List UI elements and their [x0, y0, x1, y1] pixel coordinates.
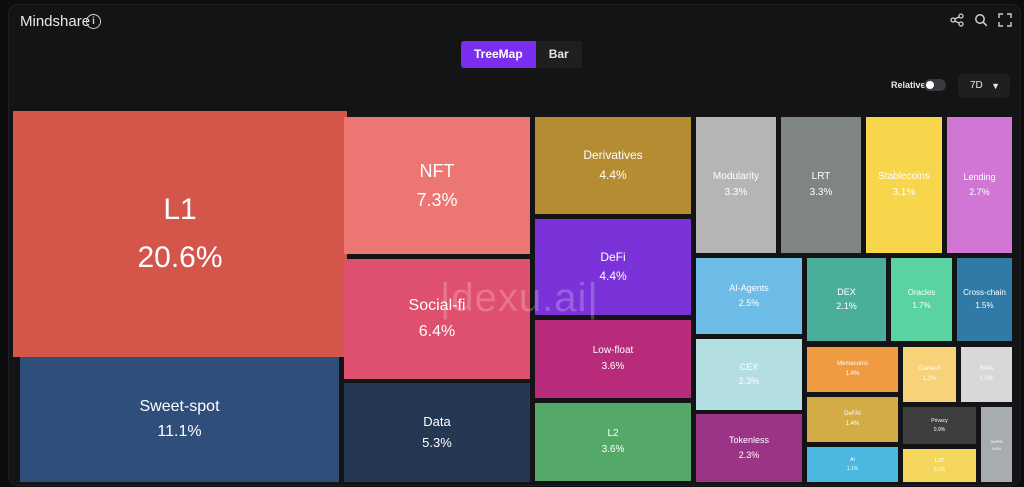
tile-percent: 2.3% — [738, 376, 760, 387]
treemap-tile-ai[interactable]: AI 1.1% — [807, 447, 898, 482]
bar-tab[interactable]: Bar — [535, 41, 582, 68]
time-range-value: 7D — [970, 80, 983, 91]
tile-percent: 1.4% — [845, 370, 860, 377]
tile-name: Lending — [963, 172, 996, 183]
page-title: Mindshare — [20, 13, 91, 30]
treemap-tile-cex[interactable]: CEX 2.3% — [696, 339, 802, 410]
tile-percent: 11.1% — [157, 423, 202, 441]
toolbar-icons — [950, 13, 1012, 27]
tile-name: AI — [850, 457, 855, 464]
tile-percent: 3.3% — [724, 186, 748, 198]
tile-percent: 2.1% — [836, 301, 857, 312]
share-icon[interactable] — [950, 13, 964, 27]
tile-name: DEX — [837, 286, 856, 297]
treemap-tile-oracles[interactable]: Oracles 1.7% — [891, 258, 952, 341]
treemap-tab[interactable]: TreeMap — [461, 41, 536, 68]
tile-name: Modularity — [712, 170, 760, 182]
treemap-tile-l2[interactable]: L2 3.6% — [535, 403, 691, 481]
relative-toggle[interactable] — [924, 79, 946, 91]
search-icon[interactable] — [974, 13, 988, 27]
tile-name: LRT — [811, 170, 831, 182]
tile-percent: 6.4% — [418, 322, 456, 340]
tile-name: Sweet-spot — [139, 397, 220, 415]
tile-name: Privacy — [931, 418, 948, 425]
treemap-tile-memecoins[interactable]: Memecoins 1.4% — [807, 347, 898, 392]
treemap-tile-defai[interactable]: DeFAI 1.4% — [807, 397, 898, 442]
tile-name: Oracles — [907, 288, 936, 298]
tile-percent: 3.6% — [601, 360, 625, 372]
tile-percent: 3.6% — [601, 443, 625, 455]
tile-name: DePIN — [990, 438, 1003, 444]
treemap-tile-sweet-spot[interactable]: Sweet-spot 11.1% — [20, 357, 339, 482]
info-icon[interactable]: i — [86, 14, 101, 29]
tile-percent: 1.5% — [975, 300, 994, 310]
tile-name: Stablecoins — [878, 170, 930, 182]
chevron-down-icon: ▼ — [991, 81, 1000, 91]
treemap-tile-l1[interactable]: L1 20.6% — [13, 111, 347, 357]
treemap-tile-cross-chain[interactable]: Cross-chain 1.5% — [957, 258, 1012, 341]
tile-percent: 7.3% — [416, 189, 458, 210]
treemap-tile-nft[interactable]: NFT 7.3% — [344, 117, 530, 254]
tile-name: CEX — [739, 361, 759, 372]
tile-name: Memecoins — [837, 360, 868, 367]
relative-label: Relative — [891, 80, 926, 90]
treemap-tile-lrt[interactable]: LRT 3.3% — [781, 117, 861, 253]
tile-name: LST — [934, 458, 945, 465]
treemap-tile-modularity[interactable]: Modularity 3.3% — [696, 117, 776, 253]
tile-percent: 5.3% — [422, 434, 452, 450]
treemap-tile-ai-agents[interactable]: AI-Agents 2.5% — [696, 258, 802, 334]
treemap-tile-stablecoins[interactable]: Stablecoins 3.1% — [866, 117, 942, 253]
treemap-tile-low-float[interactable]: Low-float 3.6% — [535, 320, 691, 398]
tile-percent: 3.1% — [892, 186, 916, 198]
tile-name: Low-float — [592, 344, 634, 356]
tile-percent: 4.4% — [599, 167, 627, 182]
tile-percent: 0.7% — [933, 466, 946, 473]
treemap-tile-defi[interactable]: DeFi 4.4% — [535, 219, 691, 315]
treemap-tile-lending[interactable]: Lending 2.7% — [947, 117, 1012, 253]
treemap-tile-rwa[interactable]: RWA 1.0% — [961, 347, 1012, 402]
tile-name: L2 — [607, 427, 619, 439]
treemap-tile-derivatives[interactable]: Derivatives 4.4% — [535, 117, 691, 214]
tile-percent: 2.5% — [738, 297, 760, 308]
treemap-tile-data[interactable]: Data 5.3% — [344, 383, 530, 482]
tile-name: DeFi — [600, 249, 626, 264]
tile-percent: 2.3% — [738, 449, 760, 460]
tile-percent: 3.3% — [809, 186, 833, 198]
fullscreen-icon[interactable] — [998, 13, 1012, 27]
treemap-tile-privacy[interactable]: Privacy 0.9% — [903, 407, 976, 444]
tile-percent: 1.7% — [912, 300, 931, 310]
tile-percent: 1.1% — [846, 465, 859, 472]
tile-name: DeFAI — [844, 410, 861, 417]
tile-percent: 0.6% — [991, 445, 1002, 451]
tile-percent: 1.4% — [845, 420, 860, 427]
tile-percent: 2.7% — [969, 186, 990, 197]
tile-percent: 4.4% — [599, 269, 627, 284]
treemap-tile-depin[interactable]: DePIN 0.6% — [981, 407, 1012, 482]
tile-name: AI-Agents — [729, 283, 769, 294]
tile-percent: 1.0% — [979, 375, 994, 382]
time-range-select[interactable]: 7D ▼ — [958, 74, 1010, 98]
view-toggle: TreeMap Bar — [461, 41, 582, 68]
tile-name: NFT — [419, 160, 455, 181]
tile-name: Data — [423, 413, 451, 429]
tile-name: Social-fi — [408, 297, 466, 315]
treemap-tile-tokenless[interactable]: Tokenless 2.3% — [696, 414, 802, 482]
tile-name: Derivatives — [583, 148, 643, 163]
treemap-tile-dex[interactable]: DEX 2.1% — [807, 258, 886, 341]
tile-percent: 1.1% — [922, 375, 937, 382]
tile-name: Game-fi — [918, 365, 941, 372]
tile-name: Tokenless — [728, 435, 770, 446]
tile-name: RWA — [979, 365, 994, 372]
treemap-tile-social-fi[interactable]: Social-fi 6.4% — [344, 259, 530, 379]
tile-percent: 20.6% — [137, 241, 223, 275]
treemap-tile-lst[interactable]: LST 0.7% — [903, 449, 976, 482]
tile-name: Cross-chain — [963, 288, 1006, 298]
tile-name: L1 — [163, 193, 197, 227]
treemap-tile-game-fi[interactable]: Game-fi 1.1% — [903, 347, 956, 402]
tile-percent: 0.9% — [933, 426, 946, 433]
